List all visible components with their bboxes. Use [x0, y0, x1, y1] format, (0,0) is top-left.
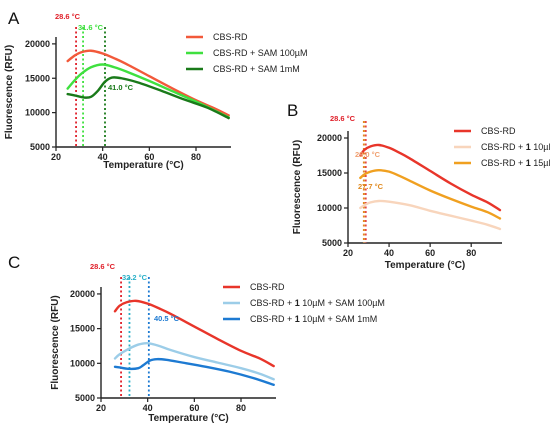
x-axis-title: Temperature (°C)	[148, 413, 229, 424]
tm-annotation: 31.6 °C	[78, 23, 104, 32]
y-tick-label: 5000	[75, 393, 95, 403]
x-tick-label: 80	[466, 248, 476, 258]
legend-label: CBS-RD	[250, 282, 285, 292]
tm-annotation: 28.6 °C	[90, 262, 116, 271]
legend-label: CBS-RD + SAM 1mM	[213, 64, 300, 74]
tm-annotation: 32.2 °C	[122, 273, 148, 282]
legend: CBS-RD CBS-RD + 1 10µM + SAM 100µM CBS-RD …	[223, 282, 385, 324]
series-line	[113, 357, 275, 387]
tm-annotation: 28.0 °C	[355, 150, 381, 159]
x-tick-label: 60	[144, 152, 154, 162]
series-line	[66, 76, 230, 120]
series-line	[113, 299, 275, 368]
x-tick-label: 40	[384, 248, 394, 258]
x-tick-label: 80	[236, 403, 246, 413]
y-tick-label: 5000	[322, 238, 342, 248]
x-tick-label: 40	[98, 152, 108, 162]
tm-annotation: 27.7 °C	[358, 182, 384, 191]
y-tick-label: 10000	[70, 358, 95, 368]
y-tick-label: 10000	[317, 203, 342, 213]
panel-letter: C	[8, 253, 20, 272]
chart-panel-c: C 5000 10000 15000 20000 20 40 60 80 Temperature …	[8, 253, 385, 424]
legend: CBS-RD CBS-RD + 1 10µM CBS-RD + 1 15µM	[454, 126, 550, 168]
x-tick-label: 60	[425, 248, 435, 258]
y-tick-label: 10000	[25, 108, 50, 118]
y-tick-label: 20000	[317, 133, 342, 143]
legend-label: CBS-RD + 1 10µM + SAM 1mM	[250, 314, 377, 324]
series-line	[113, 341, 275, 381]
series-line	[66, 49, 230, 117]
chart-panel-b: B 5000 10000 15000 20000 20 40 60 80Temperature …	[287, 101, 550, 271]
x-tick-label: 60	[189, 403, 199, 413]
y-tick-label: 20000	[25, 39, 50, 49]
y-tick-label: 15000	[317, 168, 342, 178]
panel-letter: A	[8, 9, 20, 28]
panel-letter: B	[287, 101, 298, 120]
legend: CBS-RD CBS-RD + SAM 100µM CBS-RD + SAM 1mM	[186, 32, 307, 74]
y-tick-label: 15000	[70, 324, 95, 334]
x-tick-label: 20	[96, 403, 106, 413]
tm-annotation: 28.6 °C	[330, 114, 356, 123]
x-axis-title: Temperature (°C)	[385, 260, 466, 271]
legend-label: CBS-RD + 1 15µM	[481, 158, 550, 168]
x-tick-label: 20	[51, 152, 61, 162]
legend-label: CBS-RD	[213, 32, 248, 42]
x-axis-title: Temperature (°C)	[103, 160, 184, 171]
y-axis-title: Fluorescence (RFU)	[50, 295, 61, 389]
legend-label: CBS-RD + SAM 100µM	[213, 48, 307, 58]
tm-annotation: 41.0 °C	[108, 83, 134, 92]
x-tick-label: 20	[343, 248, 353, 258]
y-axis-title: Fluorescence (RFU)	[4, 45, 15, 139]
chart-panel-a: A 5000 10000 15000 20000 20 40 60 80 Temperature …	[4, 9, 307, 171]
legend-label: CBS-RD + 1 10µM + SAM 100µM	[250, 298, 385, 308]
y-axis-title: Fluorescence (RFU)	[292, 140, 303, 234]
tm-annotation: 28.6 °C	[55, 12, 81, 21]
series-line	[359, 143, 502, 212]
legend-label: CBS-RD + 1 10µM	[481, 142, 550, 152]
y-tick-label: 20000	[70, 289, 95, 299]
series-line	[359, 199, 502, 231]
series-line	[359, 168, 502, 220]
y-tick-label: 5000	[30, 142, 50, 152]
series-line	[66, 63, 230, 119]
y-tick-label: 15000	[25, 73, 50, 83]
x-tick-label: 40	[143, 403, 153, 413]
tm-annotation: 40.5 °C	[154, 314, 180, 323]
x-tick-label: 80	[191, 152, 201, 162]
legend-label: CBS-RD	[481, 126, 516, 136]
